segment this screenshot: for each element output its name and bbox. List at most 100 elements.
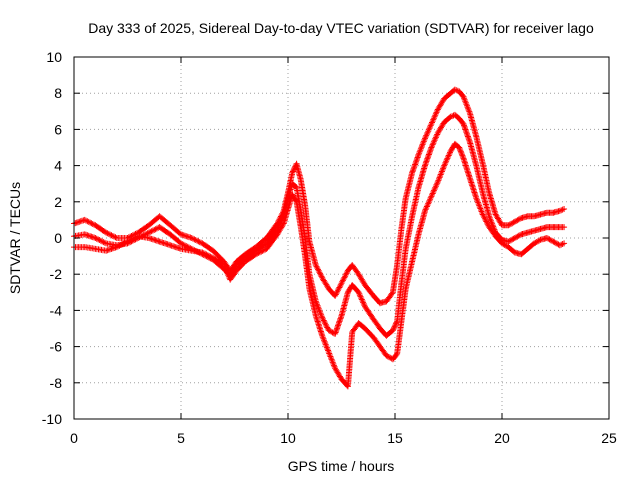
point-plus: [460, 121, 473, 144]
point-plus: [81, 244, 97, 252]
point-plus: [332, 281, 344, 299]
point-plus: [486, 213, 498, 235]
point-plus: [505, 219, 517, 229]
point-plus: [398, 247, 409, 287]
point-plus: [355, 271, 368, 287]
point-plus: [394, 319, 405, 357]
point-plus: [561, 206, 568, 213]
point-plus: [210, 254, 226, 268]
point-plus: [377, 343, 389, 358]
point-plus: [466, 110, 479, 139]
point-plus: [486, 224, 498, 238]
y-tick-label: 2: [54, 194, 62, 210]
point-plus: [447, 112, 457, 120]
point-plus: [325, 327, 337, 337]
point-plus: [473, 133, 486, 166]
point-plus: [505, 235, 517, 245]
point-plus: [398, 196, 409, 232]
point-plus: [349, 262, 361, 276]
point-plus: [370, 316, 383, 331]
point-plus: [167, 231, 183, 246]
x-axis-label: GPS time / hours: [288, 458, 395, 474]
point-plus: [383, 328, 395, 339]
point-plus: [145, 235, 162, 245]
point-plus: [312, 298, 325, 320]
point-plus: [556, 206, 566, 214]
point-plus: [415, 209, 428, 238]
point-plus: [338, 290, 351, 319]
point-plus: [355, 289, 368, 309]
point-plus: [156, 224, 173, 237]
point-plus: [556, 241, 566, 249]
point-plus: [227, 268, 239, 283]
y-tick-label: 0: [54, 230, 62, 246]
point-plus: [113, 239, 130, 251]
point-plus: [355, 320, 367, 331]
point-plus: [92, 245, 108, 254]
x-tick-label: 10: [280, 430, 296, 446]
point-plus: [319, 314, 331, 332]
point-plus: [312, 262, 325, 280]
point-plus: [479, 189, 492, 218]
point-plus: [233, 259, 248, 274]
point-plus: [441, 91, 453, 102]
point-plus: [289, 180, 299, 190]
point-plus: [306, 285, 319, 318]
point-plus: [220, 262, 233, 282]
point-plus: [415, 164, 428, 191]
point-plus: [402, 260, 415, 292]
point-plus: [362, 303, 376, 322]
point-plus: [306, 238, 319, 267]
point-plus: [332, 314, 344, 337]
y-tick-label: 6: [54, 121, 62, 137]
point-plus: [409, 185, 422, 220]
point-plus: [302, 202, 313, 243]
point-plus: [302, 253, 313, 291]
point-plus: [71, 217, 87, 227]
point-plus: [242, 244, 258, 258]
point-plus: [252, 241, 269, 254]
point-plus: [422, 194, 434, 214]
point-plus: [383, 290, 395, 305]
point-plus: [362, 325, 376, 340]
x-tick-label: 5: [177, 430, 185, 446]
point-plus: [199, 240, 215, 253]
point-plus: [81, 216, 98, 228]
point-plus: [428, 131, 441, 151]
point-plus: [252, 236, 269, 251]
point-plus: [466, 139, 479, 168]
x-tick-label: 25: [601, 430, 617, 446]
point-plus: [486, 189, 499, 216]
point-plus: [409, 153, 421, 176]
point-plus: [92, 235, 108, 246]
point-plus: [434, 164, 447, 185]
point-plus: [492, 233, 505, 246]
point-plus: [456, 115, 466, 126]
point-plus: [167, 222, 183, 237]
data-points: [71, 86, 568, 390]
point-plus: [473, 162, 486, 195]
point-plus: [466, 175, 479, 200]
point-plus: [263, 227, 280, 247]
point-plus: [370, 292, 383, 306]
point-plus: [561, 224, 568, 231]
chart-title: Day 333 of 2025, Sidereal Day-to-day VTE…: [88, 20, 594, 36]
point-plus: [312, 312, 325, 338]
point-plus: [344, 330, 356, 390]
point-plus: [319, 332, 332, 354]
point-plus: [156, 238, 172, 248]
point-plus: [511, 232, 523, 241]
point-plus: [319, 274, 331, 291]
point-plus: [252, 246, 269, 258]
point-plus: [422, 145, 434, 169]
point-plus: [135, 223, 151, 236]
point-plus: [434, 97, 447, 113]
point-plus: [370, 334, 383, 349]
y-tick-label: -8: [50, 375, 63, 391]
x-tick-label: 20: [494, 430, 510, 446]
point-plus: [280, 207, 291, 227]
point-plus: [451, 111, 462, 121]
point-plus: [210, 247, 226, 264]
y-tick-label: 8: [54, 85, 62, 101]
